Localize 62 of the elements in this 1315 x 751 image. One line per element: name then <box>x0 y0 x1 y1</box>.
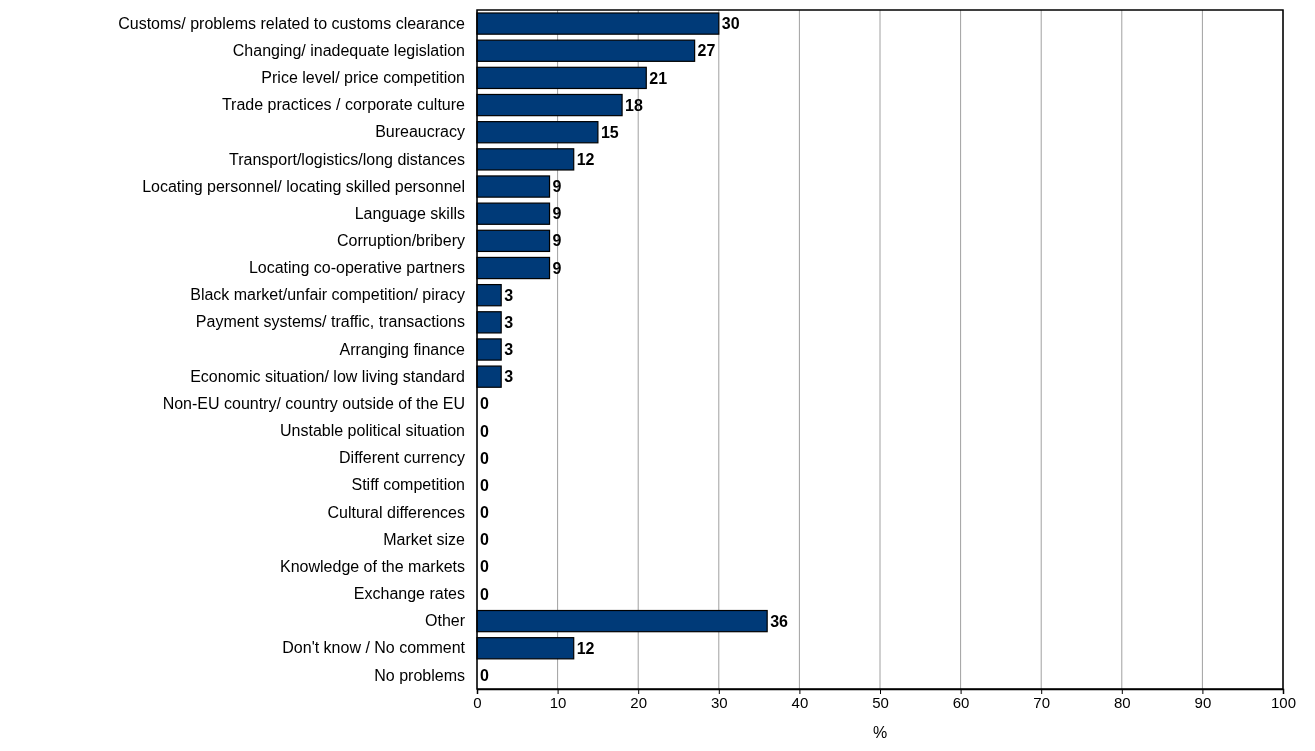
data-label: 21 <box>649 69 668 87</box>
data-label: 0 <box>480 476 489 494</box>
data-label: 0 <box>480 585 489 603</box>
x-tick-label: 80 <box>1113 693 1131 711</box>
x-axis-title: % <box>872 724 888 741</box>
data-label: 9 <box>552 178 562 196</box>
data-label: 9 <box>552 205 562 223</box>
y-tick-label: Language skills <box>354 204 465 222</box>
y-tick-label: Cultural differences <box>327 503 465 521</box>
y-tick-label: Corruption/bribery <box>336 231 465 249</box>
y-tick-label: Stiff competition <box>351 476 465 494</box>
data-label: 12 <box>576 150 595 168</box>
y-tick-label: Arranging finance <box>339 340 466 358</box>
data-label: 27 <box>697 42 716 60</box>
data-label: 0 <box>480 449 489 467</box>
y-tick-label: Locating co-operative partners <box>248 259 465 277</box>
y-tick-label: Customs/ problems related to customs clearance <box>118 14 466 32</box>
data-label: 0 <box>480 558 489 576</box>
x-tick-label: 50 <box>872 693 889 711</box>
y-tick-label: Unstable political situation <box>280 422 465 440</box>
data-label: 15 <box>600 123 619 141</box>
y-tick-label: Different currency <box>339 449 465 467</box>
y-tick-label: No problems <box>374 666 465 684</box>
x-tick-label: 10 <box>549 693 567 711</box>
data-label: 0 <box>480 395 489 413</box>
y-tick-label: Locating personnel/ locating skilled personnel <box>142 177 465 195</box>
y-tick-label: Market size <box>383 530 466 548</box>
y-tick-label: Black market/unfair competition/ piracy <box>190 286 465 304</box>
y-tick-label: Payment systems/ traffic, transactions <box>195 313 465 331</box>
y-tick-label: Transport/logistics/long distances <box>229 150 465 168</box>
data-label: 3 <box>504 368 514 386</box>
y-tick-label: Bureaucracy <box>375 123 465 141</box>
x-tick-label: 20 <box>630 693 648 711</box>
y-tick-label: Non-EU country/ country outside of the EU <box>162 394 465 412</box>
data-label: 3 <box>504 286 514 304</box>
y-tick-label: Knowledge of the markets <box>280 557 465 575</box>
x-tick-label: 70 <box>1033 693 1051 711</box>
x-tick-label: 40 <box>791 693 809 711</box>
data-label: 0 <box>480 531 489 549</box>
x-tick-label: 100 <box>1270 693 1297 711</box>
data-label: 0 <box>480 422 489 440</box>
data-label: 0 <box>480 667 489 685</box>
data-label: 9 <box>552 259 562 277</box>
x-tick-label: 90 <box>1194 693 1212 711</box>
y-tick-label: Economic situation/ low living standard <box>190 367 465 385</box>
y-tick-label: Other <box>424 612 466 630</box>
x-tick-label: 30 <box>710 693 728 711</box>
y-tick-label: Exchange rates <box>353 585 465 603</box>
data-label: 36 <box>770 612 789 630</box>
data-label: 3 <box>504 313 514 331</box>
x-tick-label: 0 <box>473 693 482 711</box>
x-tick-label: 60 <box>952 693 970 711</box>
y-tick-label: Trade practices / corporate culture <box>221 96 466 114</box>
y-tick-label: Changing/ inadequate legislation <box>232 41 465 59</box>
data-label: 12 <box>576 639 595 657</box>
data-label: 9 <box>552 232 562 250</box>
data-label: 3 <box>504 341 514 359</box>
y-tick-label: Price level/ price competition <box>261 69 465 87</box>
data-label: 30 <box>721 15 740 33</box>
data-label: 18 <box>625 96 643 114</box>
data-label: 0 <box>480 504 489 522</box>
y-tick-label: Don't know / No comment <box>282 639 466 657</box>
